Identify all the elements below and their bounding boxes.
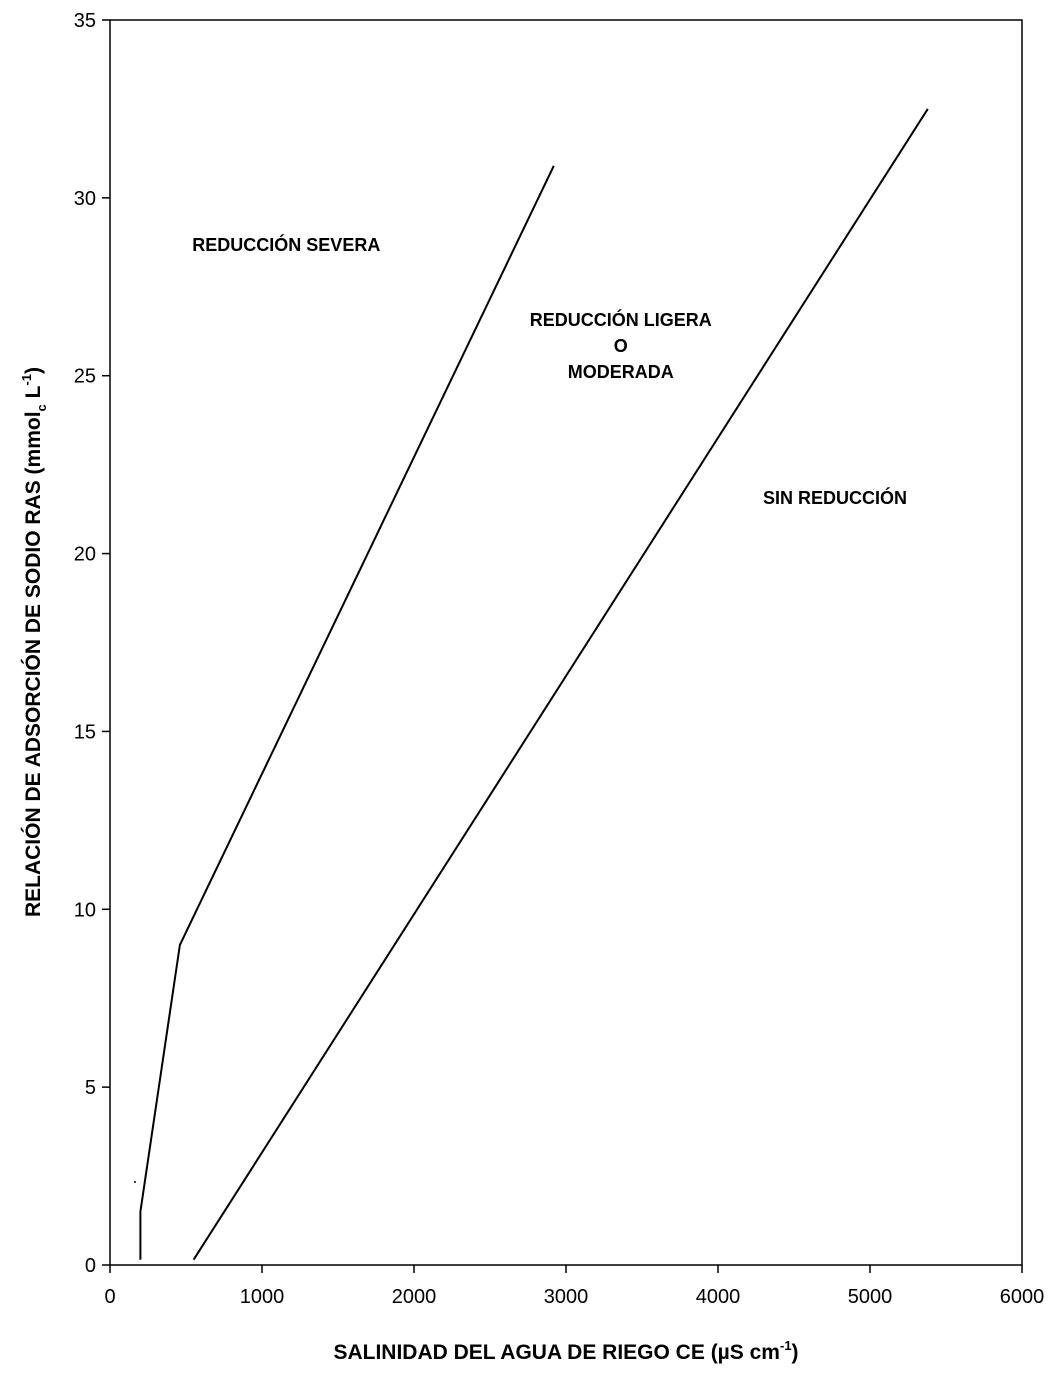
y-tick-label: 5	[85, 1077, 96, 1099]
axis-ticks: 0 1000 2000 3000 4000 5000 6000 0 5 10 15 20 25 30 35	[74, 10, 1045, 1308]
series-group	[139, 108, 929, 1261]
y-tick-label: 25	[74, 366, 96, 388]
region-labels: REDUCCIÓN SEVERA REDUCCIÓN LIGERA O MODERAD…	[192, 234, 907, 508]
x-tick-label: 2000	[392, 1286, 437, 1308]
region-label: REDUCCIÓN LIGERA	[530, 309, 712, 330]
region-label: REDUCCIÓN SEVERA	[192, 234, 380, 255]
x-tick-label: 0	[104, 1286, 115, 1308]
stray-dot	[134, 1181, 136, 1183]
x-tick-label: 1000	[240, 1286, 285, 1308]
y-tick-label: 15	[74, 721, 96, 743]
region-label: O	[614, 336, 628, 356]
y-tick-label: 10	[74, 899, 96, 921]
x-tick-label: 3000	[544, 1286, 589, 1308]
plot-frame	[109, 19, 1023, 1266]
x-tick-label: 6000	[1000, 1286, 1045, 1308]
y-tick-label: 20	[74, 544, 96, 566]
boundary-line-2	[192, 108, 929, 1261]
region-label: SIN REDUCCIÓN	[763, 487, 907, 508]
y-tick-label: 0	[85, 1255, 96, 1277]
y-tick-label: 30	[74, 188, 96, 210]
y-tick-label: 35	[74, 10, 96, 32]
x-axis-title: SALINIDAD DEL AGUA DE RIEGO CE (µS cm-1)	[333, 1338, 798, 1364]
y-axis-title: RELACIÓN DE ADSORCIÓN DE SODIO RAS (mmol…	[19, 367, 49, 917]
boundary-line-1	[139, 165, 555, 1260]
x-tick-label: 4000	[696, 1286, 741, 1308]
region-label: MODERADA	[568, 362, 674, 382]
x-tick-label: 5000	[848, 1286, 893, 1308]
